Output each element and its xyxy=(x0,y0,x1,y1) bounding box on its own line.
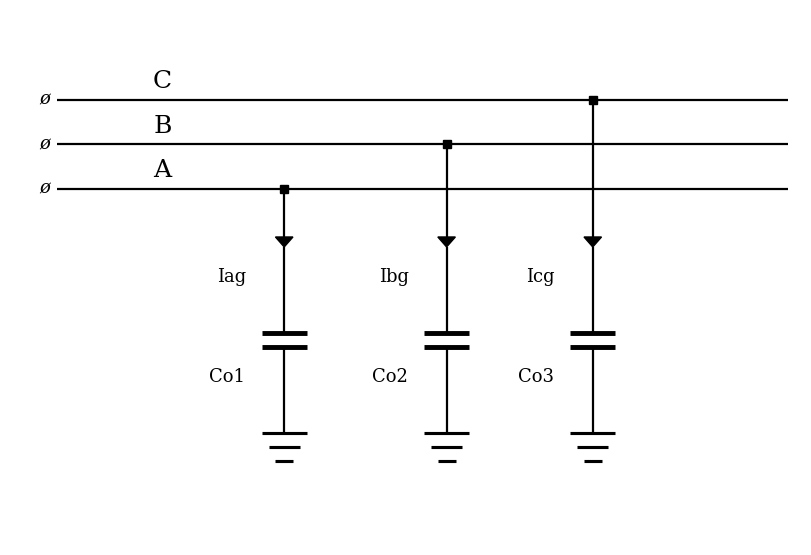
Polygon shape xyxy=(437,237,455,247)
Text: ø: ø xyxy=(39,91,50,109)
Polygon shape xyxy=(275,237,293,247)
Text: ø: ø xyxy=(39,180,50,198)
Polygon shape xyxy=(583,237,601,247)
Text: Co2: Co2 xyxy=(371,369,407,386)
Text: Icg: Icg xyxy=(525,269,554,286)
Text: C: C xyxy=(152,70,172,93)
Text: Co1: Co1 xyxy=(209,369,245,386)
Text: Iag: Iag xyxy=(217,269,246,286)
Text: ø: ø xyxy=(39,135,50,153)
Text: B: B xyxy=(153,115,171,138)
Text: A: A xyxy=(153,159,171,182)
Text: Ibg: Ibg xyxy=(379,269,408,286)
Text: Co3: Co3 xyxy=(517,369,553,386)
